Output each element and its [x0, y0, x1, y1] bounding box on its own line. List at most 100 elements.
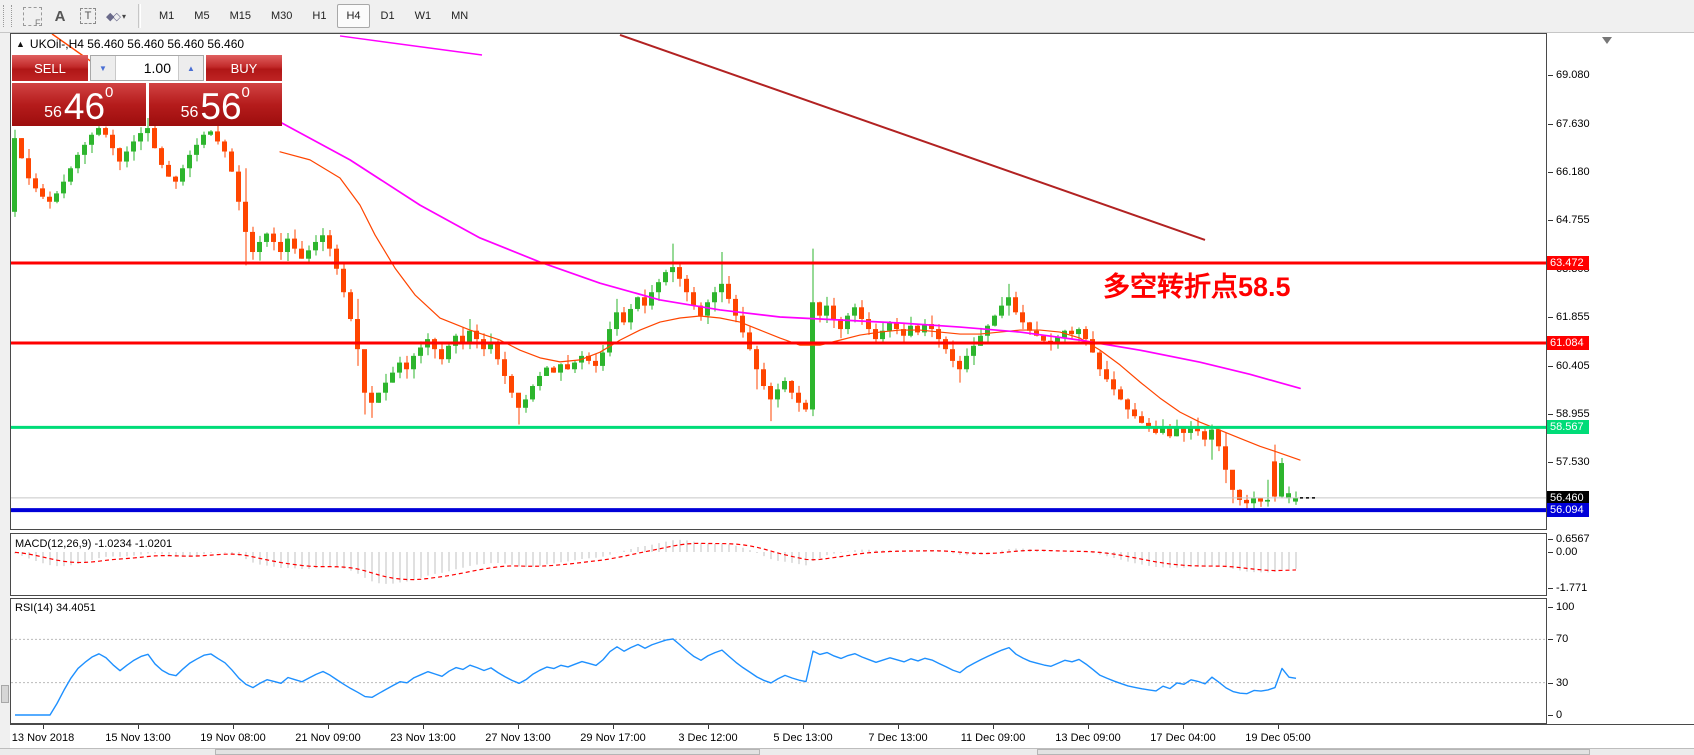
bid-price-box[interactable]: 56 46 0 — [12, 83, 146, 126]
candle-body — [859, 307, 864, 320]
time-tick-mark — [233, 725, 234, 729]
ask-prefix: 56 — [180, 104, 199, 122]
candle-body — [1118, 389, 1123, 400]
price-tick: 64.755 — [1548, 214, 1590, 227]
candle-body — [1062, 330, 1067, 338]
ask-price-box[interactable]: 56 56 0 — [148, 83, 282, 127]
candle-body — [1097, 352, 1102, 370]
candle-body — [1265, 499, 1270, 502]
candle-body — [635, 297, 640, 309]
candle-body — [558, 364, 563, 373]
candle-body — [159, 148, 164, 165]
time-tick-label: 13 Dec 09:00 — [1055, 732, 1121, 744]
candle-body — [243, 201, 248, 232]
candle-body — [145, 128, 150, 134]
candle-body — [103, 128, 108, 135]
trendline[interactable] — [339, 35, 483, 56]
time-tick-label: 27 Nov 13:00 — [485, 732, 551, 744]
macd-tick: 0.00 — [1547, 546, 1578, 558]
timeframe-button-h1[interactable]: H1 — [312, 10, 327, 22]
candlestick-chart[interactable]: 多空转折点58.5 — [11, 34, 1546, 529]
time-tick-label: 19 Dec 05:00 — [1245, 732, 1311, 744]
candle-body — [1125, 399, 1130, 410]
sell-button[interactable]: SELL — [12, 55, 88, 81]
label-t-icon[interactable]: T — [76, 4, 100, 28]
candle-body — [215, 131, 220, 142]
candle-body — [369, 392, 374, 403]
candle-body — [796, 392, 801, 403]
rsi-tick: 70 — [1547, 633, 1569, 646]
bottom-strip-segment — [1037, 749, 1590, 755]
timeframe-button-d1[interactable]: D1 — [380, 10, 395, 22]
timeframe-button-mn[interactable]: MN — [451, 10, 469, 22]
volume-input[interactable]: 1.00 — [143, 60, 171, 76]
grid-f-icon[interactable]: F — [20, 4, 44, 28]
macd-panel[interactable] — [10, 533, 1547, 596]
shapes-icon[interactable]: ◆◇ ▾ — [106, 10, 126, 23]
candle-body — [110, 134, 115, 149]
price-tick: 61.855 — [1548, 311, 1590, 324]
rsi-chart[interactable] — [11, 599, 1546, 723]
one-click-trade-panel: SELL ▼ 1.00 ▲ BUY 56 46 0 56 56 0 — [12, 55, 282, 126]
candle-body — [621, 312, 626, 323]
candle-body — [1139, 416, 1144, 423]
candle-body — [607, 329, 612, 353]
candle-body — [803, 402, 808, 410]
timeframe-button-m1[interactable]: M1 — [159, 10, 175, 22]
candle-body — [1027, 322, 1032, 331]
candle-body — [40, 188, 45, 197]
volume-up-button[interactable]: ▲ — [178, 56, 203, 80]
left-gutter — [0, 33, 10, 755]
trendline[interactable] — [619, 34, 1206, 241]
candle-body — [509, 375, 514, 393]
candle-body — [705, 302, 710, 316]
candle-body — [12, 138, 17, 212]
bottom-strip — [0, 748, 1694, 755]
time-tick-mark — [423, 725, 424, 729]
candle-body — [1020, 312, 1025, 323]
macd-chart[interactable] — [11, 534, 1546, 595]
timeframe-button-m5[interactable]: M5 — [194, 10, 210, 22]
candle-body — [306, 250, 311, 259]
volume-down-button[interactable]: ▼ — [91, 56, 116, 80]
timeframe-button-m30[interactable]: M30 — [270, 10, 293, 22]
macd-axis[interactable]: 0.6567 0.00 -1.771 — [1547, 533, 1694, 596]
candle-body — [950, 349, 955, 361]
timeframe-button-m15[interactable]: M15 — [229, 10, 251, 22]
toolbar-grip[interactable] — [3, 5, 12, 27]
candle-body — [334, 248, 339, 269]
ask-sup-digit: 0 — [241, 84, 250, 101]
candle-body — [971, 345, 976, 356]
candle-body — [880, 330, 885, 340]
candle-body — [285, 238, 290, 253]
main-chart[interactable]: 多空转折点58.5 — [10, 33, 1547, 530]
candle-body — [495, 342, 500, 360]
rsi-axis[interactable]: 100 70 30 0 — [1547, 598, 1694, 724]
time-axis[interactable]: 13 Nov 2018 15 Nov 13:00 19 Nov 08:00 21 No… — [10, 724, 1694, 748]
text-a-icon[interactable]: A — [54, 7, 66, 25]
timeframe-button-w1[interactable]: W1 — [414, 10, 432, 22]
candle-body — [586, 355, 591, 361]
candle-body — [551, 367, 556, 373]
candle-body — [1083, 329, 1088, 340]
candle-body — [383, 382, 388, 393]
left-scrollbar-thumb[interactable] — [1, 685, 9, 703]
candle-body — [1055, 337, 1060, 345]
candle-body — [327, 235, 332, 249]
candle-body — [698, 305, 703, 316]
candle-body — [1230, 469, 1235, 490]
buy-button[interactable]: BUY — [206, 55, 282, 81]
candle-body — [362, 349, 367, 393]
ask-big-digits: 56 — [200, 85, 242, 127]
rsi-panel[interactable] — [10, 598, 1547, 724]
candle-body — [936, 329, 941, 340]
symbol-marker-icon: ▲ — [16, 39, 25, 49]
rsi-tick: 100 — [1547, 601, 1575, 613]
price-axis[interactable]: 69.08067.63066.18064.75563.30561.85560.4… — [1547, 33, 1694, 530]
candle-body — [691, 292, 696, 306]
chart-shift-marker-icon[interactable] — [1602, 37, 1612, 44]
timeframe-button-h4[interactable]: H4 — [337, 4, 370, 28]
candle-body — [873, 329, 878, 340]
candle-body — [271, 233, 276, 242]
quote-text: UKOil-,H4 56.460 56.460 56.460 56.460 — [29, 37, 245, 51]
